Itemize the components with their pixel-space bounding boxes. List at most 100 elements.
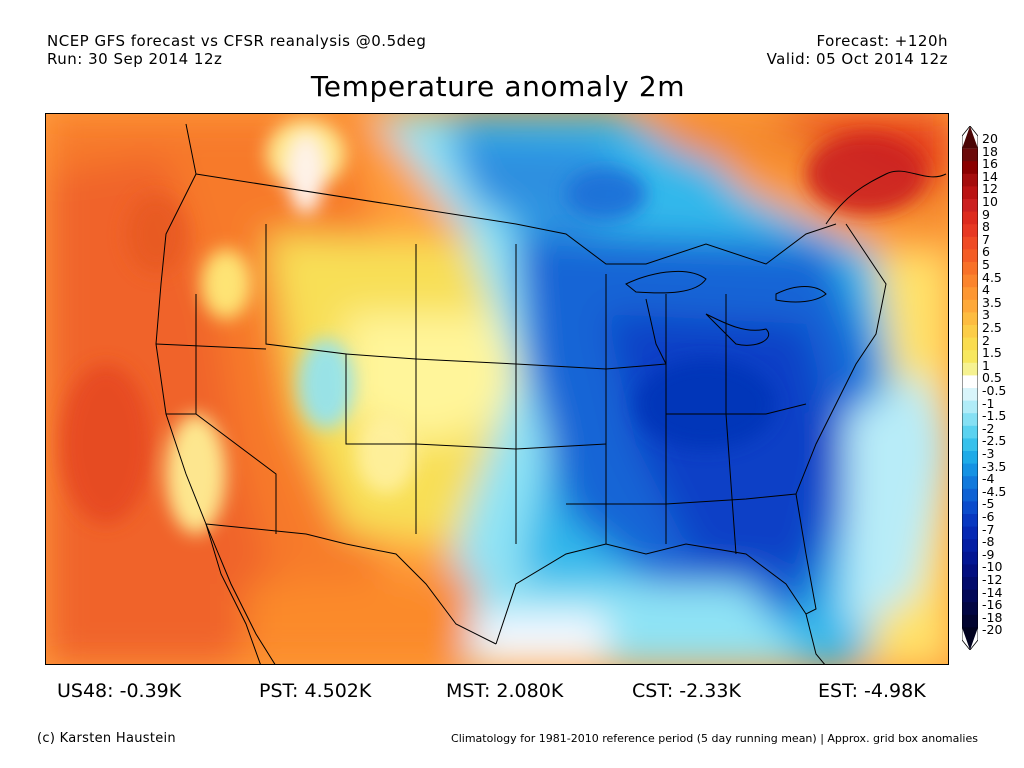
- color-scale-swatch: [962, 312, 978, 326]
- color-scale-label: 7: [982, 231, 990, 247]
- color-scale-swatch: [962, 148, 978, 162]
- color-scale-swatch: [962, 287, 978, 301]
- valid-time: Valid: 05 Oct 2014 12z: [766, 50, 948, 68]
- color-scale-swatch: [962, 463, 978, 477]
- color-scale-label: -18: [982, 609, 1003, 625]
- regional-averages: US48: -0.39K PST: 4.502K MST: 2.080K CST: -…: [0, 680, 1024, 710]
- forecast-hour: Forecast: +120h: [816, 32, 948, 50]
- region-stat: US48: -0.39K: [57, 680, 181, 702]
- region-stat-value: 2.080K: [496, 680, 564, 702]
- color-scale-label: 8: [982, 219, 990, 235]
- color-scale-swatch: [962, 299, 978, 313]
- color-scale-label: -16: [982, 597, 1003, 613]
- color-scale-swatch: [962, 614, 978, 628]
- region-stat-label: PST:: [259, 680, 305, 702]
- color-scale-swatch: [962, 161, 978, 175]
- color-scale-swatch: [962, 589, 978, 603]
- color-scale-swatch: [962, 126, 978, 149]
- color-scale-swatch: [962, 413, 978, 427]
- color-scale-label: -20: [982, 622, 1003, 638]
- color-scale-label: 20: [982, 131, 998, 146]
- copyright-credit: (c) Karsten Haustein: [37, 731, 176, 746]
- color-scale-swatch: [962, 249, 978, 263]
- region-stat-label: EST:: [818, 680, 865, 702]
- color-scale-swatch: [962, 564, 978, 578]
- color-scale-label: -12: [982, 572, 1003, 587]
- color-scale-swatch: [962, 627, 978, 650]
- color-scale-swatch: [962, 325, 978, 339]
- color-scale-swatch: [962, 236, 978, 250]
- color-scale-label: -7: [982, 521, 995, 537]
- color-scale-swatch: [962, 186, 978, 200]
- temperature-anomaly-map: [45, 113, 949, 665]
- region-stat: PST: 4.502K: [259, 680, 371, 702]
- region-stat-value: -2.33K: [679, 680, 741, 702]
- color-scale-label: 16: [982, 156, 998, 172]
- color-scale-label: -8: [982, 534, 995, 550]
- color-scale-label: 5: [982, 257, 990, 272]
- map-title: Temperature anomaly 2m: [310, 70, 686, 103]
- color-scale-swatch: [962, 577, 978, 591]
- color-scale-swatch: [962, 425, 978, 439]
- region-stat-label: CST:: [632, 680, 680, 702]
- color-scale-label: -6: [982, 509, 995, 524]
- color-scale-label: 6: [982, 244, 990, 260]
- color-scale-label: -4: [982, 471, 995, 487]
- region-stat: CST: -2.33K: [632, 680, 741, 702]
- color-scale-swatch: [962, 501, 978, 515]
- color-scale-bar: [961, 125, 979, 651]
- color-scale-label: -3.5: [982, 458, 1007, 474]
- color-scale-swatch: [962, 539, 978, 553]
- region-stat-value: -4.98K: [864, 680, 926, 702]
- color-scale-swatch: [962, 350, 978, 364]
- color-scale-swatch: [962, 388, 978, 402]
- color-scale-swatch: [962, 199, 978, 213]
- color-scale-swatch: [962, 274, 978, 288]
- color-scale-swatch: [962, 262, 978, 276]
- color-scale-swatch: [962, 476, 978, 490]
- color-scale-label: 3.5: [982, 294, 1002, 310]
- color-scale-swatch: [962, 337, 978, 351]
- color-scale-label: 1: [982, 357, 990, 373]
- color-scale-swatch: [962, 400, 978, 414]
- color-scale-swatch: [962, 514, 978, 528]
- color-scale-label: 10: [982, 194, 998, 209]
- color-scale-label: 9: [982, 206, 990, 222]
- region-stat-label: MST:: [446, 680, 497, 702]
- color-scale-label: 4.5: [982, 269, 1002, 285]
- color-scale-swatch: [962, 526, 978, 540]
- climatology-note: Climatology for 1981-2010 reference peri…: [451, 732, 978, 745]
- color-scale-label: 4: [982, 282, 990, 298]
- color-scale-swatch: [962, 173, 978, 187]
- region-stat-value: -0.39K: [119, 680, 182, 702]
- model-description: NCEP GFS forecast vs CFSR reanalysis @0.…: [47, 32, 427, 50]
- color-scale-label: -0.5: [982, 383, 1007, 398]
- color-scale-label: 2.5: [982, 320, 1002, 335]
- color-scale-label: 18: [982, 143, 998, 159]
- region-stat-value: 4.502K: [304, 680, 372, 702]
- region-stat: MST: 2.080K: [446, 680, 563, 702]
- color-scale-label: -14: [982, 584, 1003, 600]
- color-scale-swatch: [962, 438, 978, 452]
- color-scale-swatch: [962, 488, 978, 502]
- color-scale-label: -10: [982, 559, 1003, 575]
- color-scale-swatch: [962, 375, 978, 389]
- color-scale-label: -1: [982, 395, 995, 411]
- color-scale-label: 14: [982, 168, 998, 184]
- color-scale-swatch: [962, 211, 978, 225]
- region-stat-label: US48:: [57, 680, 120, 702]
- color-scale-label: -3: [982, 446, 995, 461]
- region-stat: EST: -4.98K: [818, 680, 926, 702]
- color-scale-label: -2.5: [982, 433, 1007, 449]
- color-scale-label: -4.5: [982, 483, 1007, 499]
- color-scale-swatch: [962, 224, 978, 238]
- color-scale-label: -1.5: [982, 408, 1007, 424]
- run-time: Run: 30 Sep 2014 12z: [47, 50, 223, 68]
- color-scale-label: -2: [982, 420, 995, 436]
- color-scale-label: -9: [982, 546, 995, 562]
- color-scale-swatch: [962, 451, 978, 465]
- color-scale-label: 2: [982, 332, 990, 348]
- color-scale-swatch: [962, 602, 978, 616]
- color-scale-label: 0.5: [982, 370, 1002, 386]
- color-scale-label: -5: [982, 496, 995, 512]
